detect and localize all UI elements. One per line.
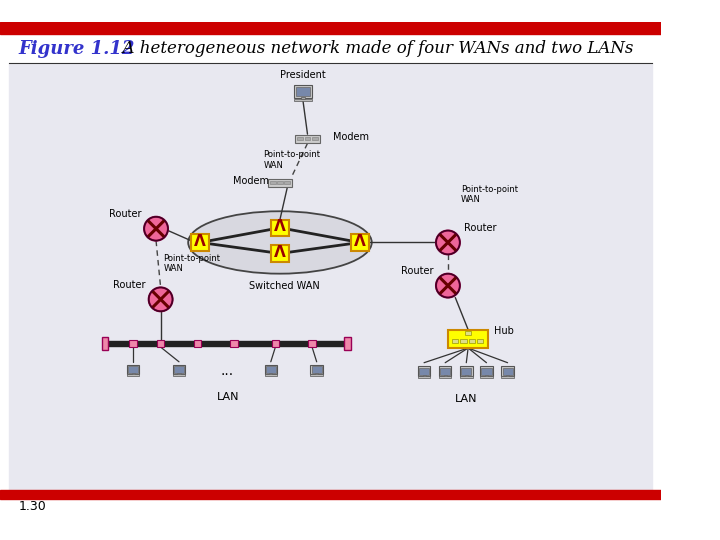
Bar (452, 339, 459, 343)
Text: ...: ... (220, 364, 233, 378)
Bar (296, 87, 310, 96)
Bar (305, 137, 310, 140)
Text: Hub: Hub (494, 327, 513, 336)
Text: Router: Router (401, 266, 433, 276)
Bar (295, 134, 320, 143)
Bar (277, 181, 283, 184)
Bar (351, 234, 369, 251)
Text: Λ: Λ (354, 234, 366, 249)
Bar (294, 98, 312, 101)
Circle shape (436, 274, 460, 298)
Bar (108, 341, 344, 346)
Bar (310, 364, 323, 374)
Bar (448, 329, 488, 348)
Bar (271, 220, 289, 236)
Bar (271, 245, 289, 262)
Bar (0, 490, 661, 500)
Bar (418, 367, 431, 376)
Text: Point-to-point
WAN: Point-to-point WAN (163, 254, 220, 273)
Bar (460, 339, 467, 343)
Bar (469, 339, 475, 343)
Bar (270, 181, 276, 184)
Bar (230, 340, 238, 347)
Text: LAN: LAN (217, 392, 239, 402)
Text: Modem: Modem (333, 132, 369, 142)
Text: Router: Router (114, 280, 146, 289)
Text: President: President (280, 70, 325, 80)
Circle shape (149, 287, 173, 311)
Circle shape (144, 217, 168, 241)
Bar (465, 330, 471, 335)
Text: A heterogeneous network made of four WANs and two LANs: A heterogeneous network made of four WAN… (112, 40, 634, 57)
Bar (308, 340, 316, 347)
Text: Switched WAN: Switched WAN (249, 281, 320, 291)
Bar (266, 366, 276, 373)
Bar (301, 97, 305, 99)
Bar (503, 368, 513, 375)
Bar (480, 376, 492, 378)
Bar (444, 375, 446, 376)
Text: Point-to-point
WAN: Point-to-point WAN (461, 185, 518, 205)
Bar (480, 367, 492, 376)
Bar (157, 340, 164, 347)
Text: LAN: LAN (455, 394, 477, 404)
Bar (0, 34, 661, 64)
Bar (177, 373, 181, 375)
Bar (128, 366, 138, 373)
Bar (269, 373, 272, 375)
Bar (174, 366, 184, 373)
Bar (127, 374, 140, 376)
Text: Λ: Λ (274, 245, 286, 260)
Text: Λ: Λ (194, 234, 206, 249)
Circle shape (436, 231, 460, 254)
Bar (506, 375, 509, 376)
Text: Router: Router (464, 223, 496, 233)
Bar (264, 374, 277, 376)
Bar (418, 376, 431, 378)
Bar (460, 367, 472, 376)
Bar (173, 364, 185, 374)
Bar (9, 59, 652, 490)
Bar (297, 137, 303, 140)
Bar (440, 368, 450, 375)
Bar (310, 374, 323, 376)
Bar (294, 85, 312, 98)
Bar (194, 340, 201, 347)
Bar (501, 376, 514, 378)
Bar (191, 234, 210, 251)
Bar (423, 375, 426, 376)
Bar (462, 368, 472, 375)
Bar (130, 340, 137, 347)
Bar (464, 375, 468, 376)
Bar (127, 364, 140, 374)
Text: 1.30: 1.30 (18, 501, 46, 514)
Bar (482, 368, 492, 375)
Bar (271, 340, 279, 347)
Bar (501, 367, 514, 376)
Text: Modem: Modem (233, 176, 269, 186)
Bar (439, 367, 451, 376)
Bar (102, 337, 108, 350)
Bar (315, 373, 318, 375)
Text: Figure 1.12: Figure 1.12 (18, 40, 135, 58)
Bar (344, 337, 351, 350)
Text: Point-to-point
WAN: Point-to-point WAN (264, 150, 320, 170)
Bar (439, 376, 451, 378)
Ellipse shape (188, 211, 372, 274)
Bar (312, 366, 322, 373)
Bar (264, 364, 277, 374)
Bar (460, 376, 472, 378)
Bar (173, 374, 185, 376)
Bar (0, 22, 661, 34)
Text: Router: Router (109, 209, 141, 219)
Bar (284, 181, 289, 184)
Bar (312, 137, 318, 140)
Bar (132, 373, 135, 375)
Bar (419, 368, 429, 375)
Text: Λ: Λ (274, 219, 286, 234)
Bar (477, 339, 483, 343)
Bar (269, 179, 292, 187)
Bar (485, 375, 488, 376)
